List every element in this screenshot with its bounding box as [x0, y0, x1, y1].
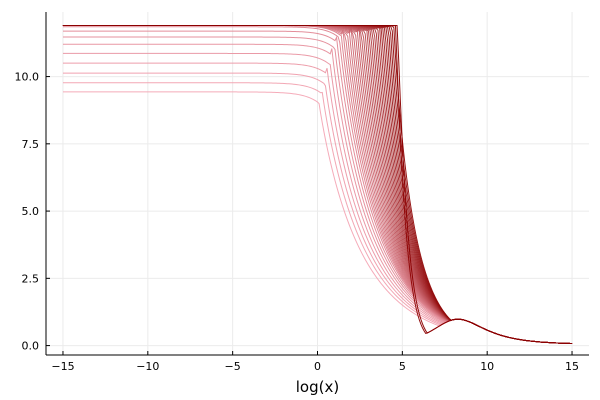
- y-tick-label: 10.0: [15, 71, 40, 84]
- y-tick-label: 7.5: [22, 138, 40, 151]
- series-line: [62, 24, 573, 344]
- axes: [45, 12, 589, 356]
- x-tick-label: −5: [225, 360, 241, 373]
- x-tick-label: 10: [480, 360, 494, 373]
- x-axis-title: log(x): [296, 378, 339, 396]
- y-tick-label: 0.0: [22, 340, 40, 353]
- series-curves: [62, 24, 573, 344]
- x-tick-label: −15: [51, 360, 74, 373]
- x-tick-label: 5: [399, 360, 406, 373]
- y-tick-label: 5.0: [22, 205, 40, 218]
- x-tick-label: −10: [136, 360, 159, 373]
- y-tick-labels: 0.0 2.5 5.0 7.5 10.0: [15, 71, 40, 353]
- x-tick-label: 15: [565, 360, 579, 373]
- y-tick-label: 2.5: [22, 272, 40, 285]
- x-tick-label: 0: [314, 360, 321, 373]
- x-tick-labels: −15 −10 −5 0 5 10 15: [51, 360, 579, 373]
